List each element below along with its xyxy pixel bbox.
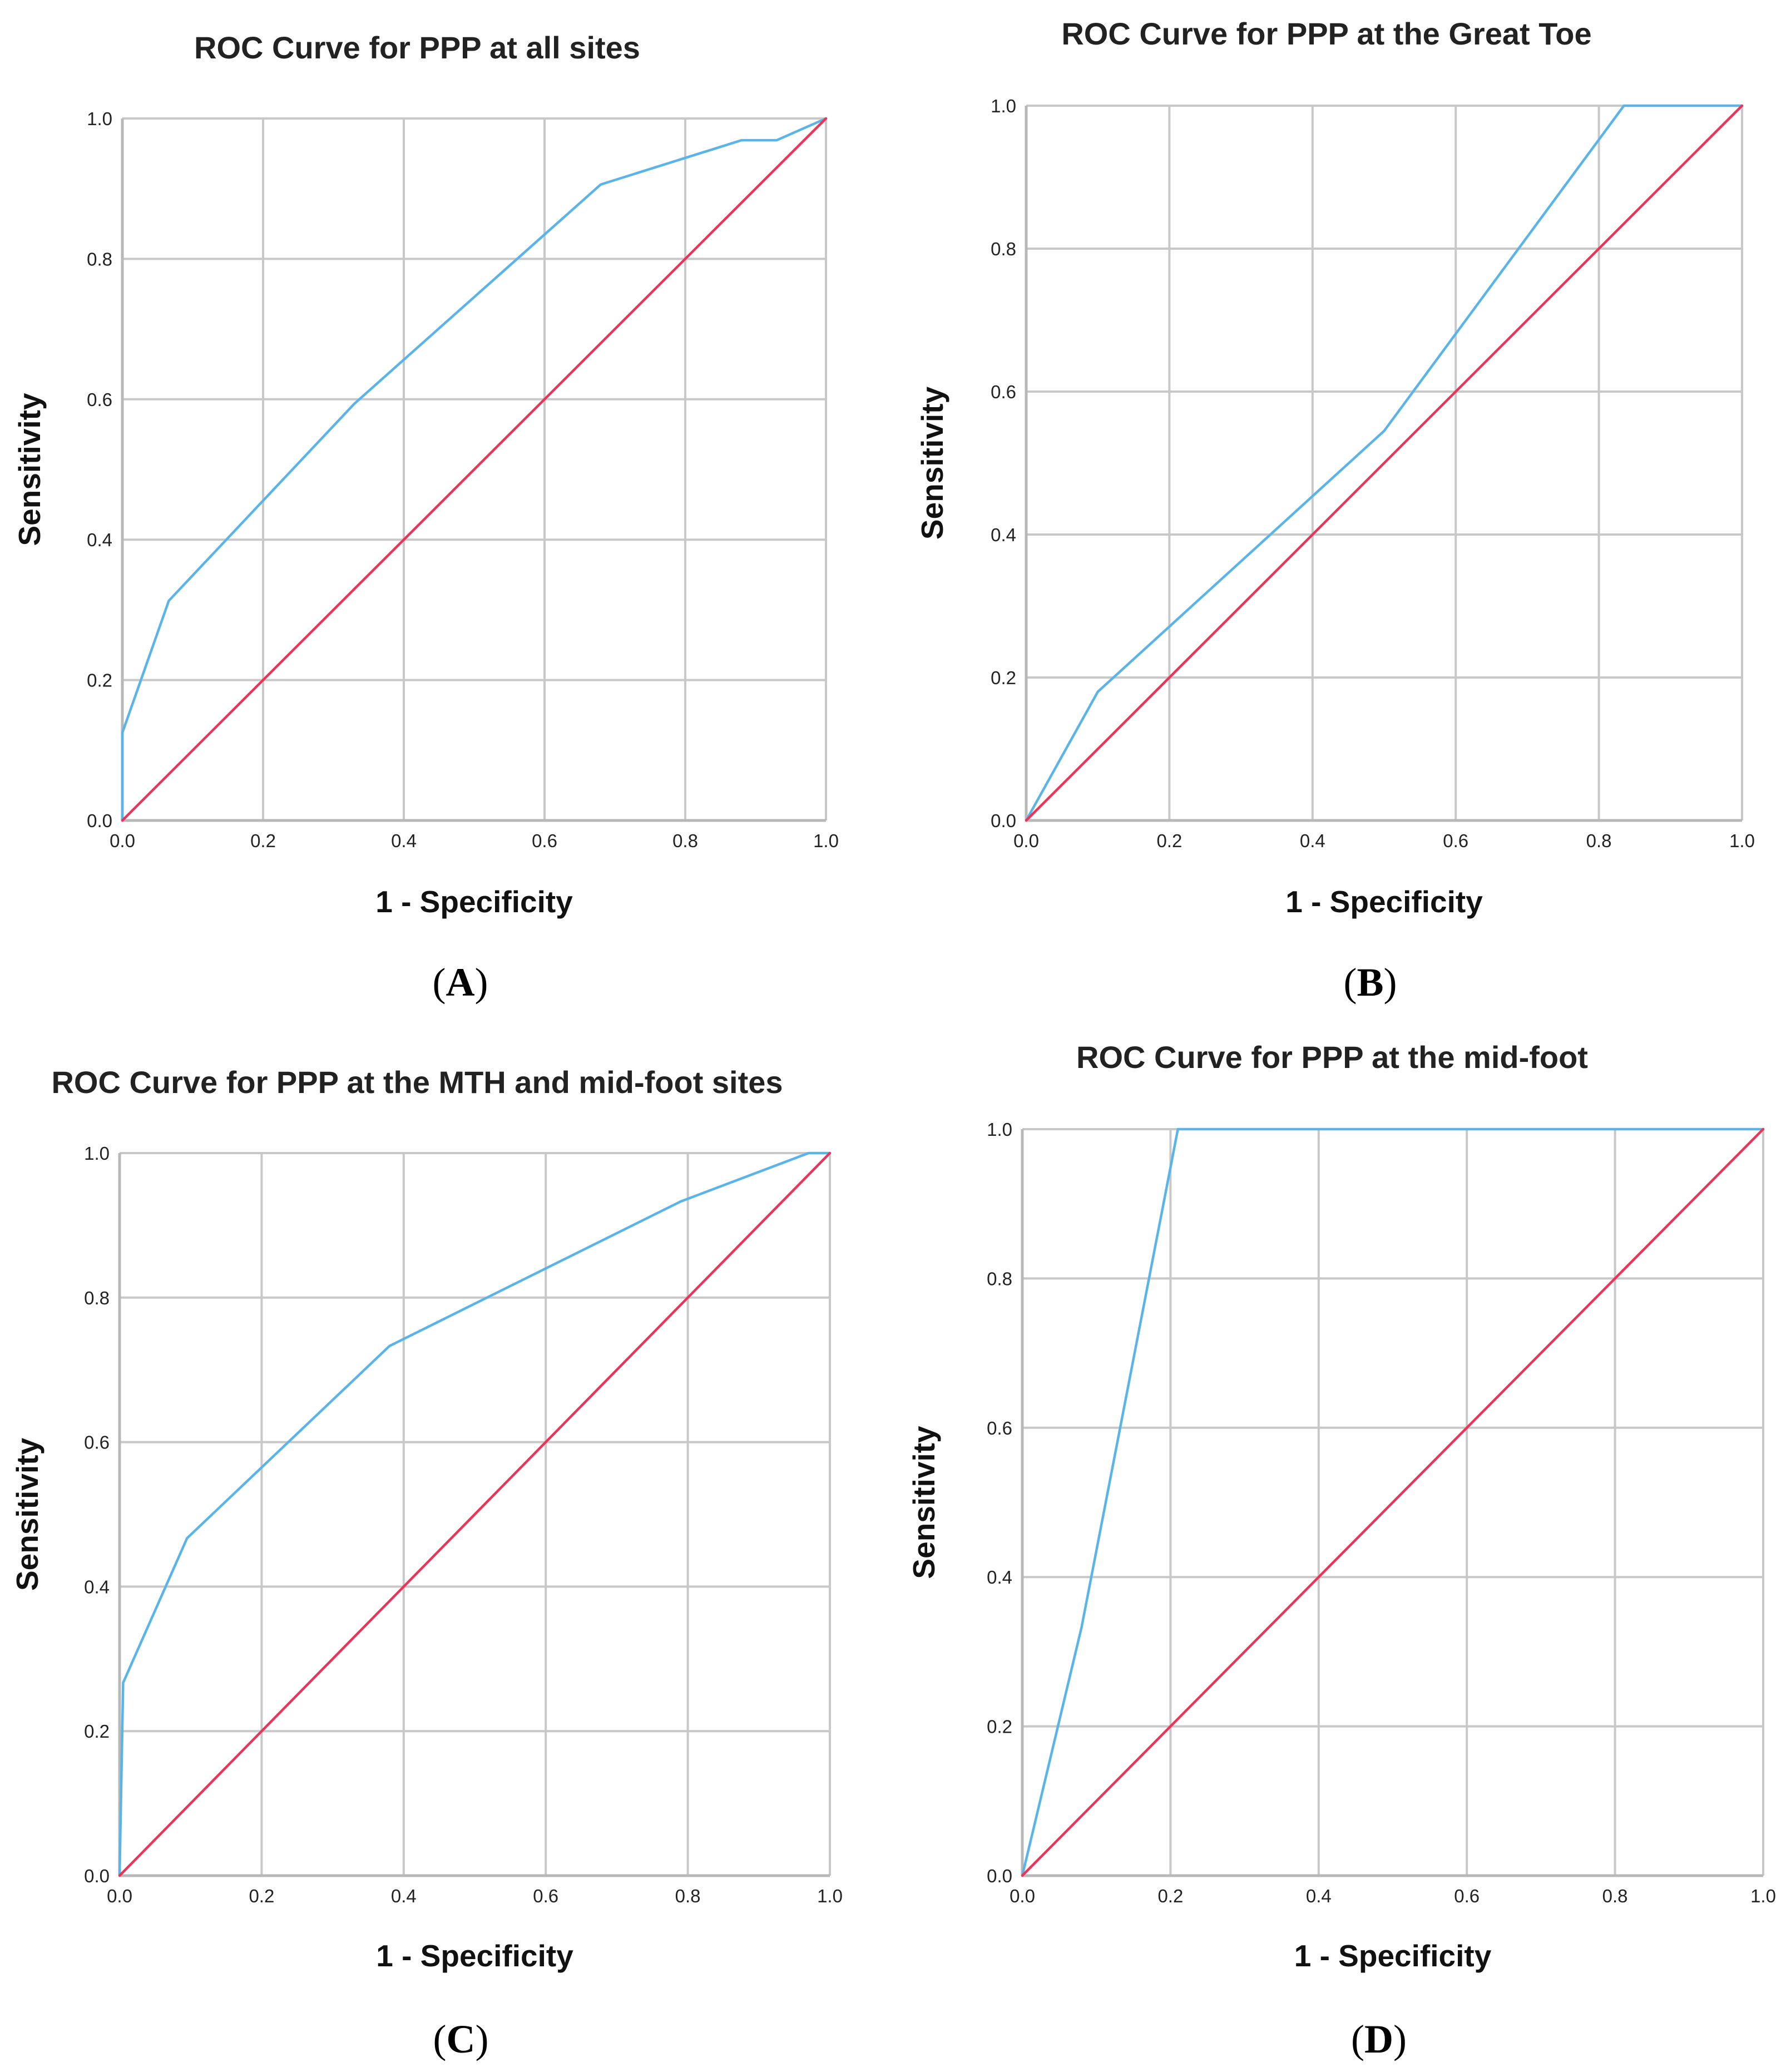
reference-line [1025, 104, 1744, 822]
y-tick-label: 0.2 [84, 1721, 110, 1742]
reference-line [121, 117, 828, 822]
y-tick-label: 0.4 [991, 525, 1016, 545]
chart-panel-d: 0.0 0.2 0.4 0.6 0.8 1.0 0.0 0.2 0.4 0.6 0.8 1.0 ROC … [907, 1040, 1776, 2061]
panel-label: (C) [433, 2017, 489, 2061]
chart-title: ROC Curve for PPP at the mid-foot [1076, 1040, 1588, 1075]
x-tick-label: 0.4 [391, 1886, 417, 1906]
x-tick-label: 0.8 [1602, 1886, 1628, 1906]
panel-label: (D) [1351, 2017, 1407, 2061]
y-tick-label: 0.2 [87, 670, 112, 691]
reference-line [118, 1151, 832, 1877]
x-tick-label: 0.4 [391, 830, 417, 851]
chart-panel-b: 0.0 0.2 0.4 0.6 0.8 1.0 0.0 0.2 0.4 0.6 0.8 1.0 ROC … [915, 16, 1755, 1005]
x-tick-label: 0.8 [675, 1886, 701, 1906]
y-tick-label: 0.6 [987, 1418, 1012, 1438]
y-axis-title: Sensitivity [915, 387, 949, 540]
y-tick-label: 0.8 [84, 1288, 110, 1308]
x-tick-label: 0.0 [1010, 1886, 1035, 1906]
x-tick-label: 0.8 [1586, 830, 1612, 851]
reference-line [1021, 1128, 1765, 1877]
y-tick-label: 0.2 [991, 667, 1016, 688]
chart-title: ROC Curve for PPP at all sites [194, 30, 640, 65]
chart-panel-c: 0.0 0.2 0.4 0.6 0.8 1.0 0.0 0.2 0.4 0.6 0.8 1.0 ROC … [10, 1065, 843, 2061]
x-tick-label: 0.4 [1306, 1886, 1332, 1906]
chart-panel-a: 0.0 0.2 0.4 0.6 0.8 1.0 0.0 0.2 0.4 0.6 0.8 1.0 ROC … [12, 30, 839, 1005]
x-tick-label: 1.0 [1750, 1886, 1776, 1906]
y-axis-title: Sensitivity [907, 1426, 941, 1579]
roc-curve-line [121, 117, 828, 822]
roc-curve-line [1021, 1128, 1765, 1877]
x-tick-label: 1.0 [813, 830, 839, 851]
x-axis-title: 1 - Specificity [375, 884, 573, 919]
panel-label: (A) [433, 960, 488, 1005]
x-tick-label: 0.2 [249, 1886, 274, 1906]
y-axis-title: Sensitivity [12, 393, 47, 546]
panel-label: (B) [1344, 960, 1397, 1005]
x-tick-label: 0.6 [1454, 1886, 1480, 1906]
y-tick-label: 0.0 [87, 810, 112, 831]
chart-title: ROC Curve for PPP at the Great Toe [1061, 16, 1591, 51]
roc-curve-line [1025, 104, 1744, 822]
y-axis-title: Sensitivity [10, 1438, 44, 1591]
y-tick-label: 1.0 [991, 96, 1016, 116]
y-tick-label: 0.8 [987, 1268, 1012, 1289]
x-axis-title: 1 - Specificity [1294, 1939, 1492, 1973]
chart-title: ROC Curve for PPP at the MTH and mid-foo… [51, 1065, 783, 1100]
y-tick-label: 0.0 [987, 1866, 1012, 1886]
y-tick-label: 0.0 [84, 1866, 110, 1886]
x-tick-label: 0.0 [1013, 830, 1039, 851]
y-tick-label: 0.6 [87, 389, 112, 410]
x-tick-label: 1.0 [1729, 830, 1755, 851]
x-tick-label: 1.0 [817, 1886, 843, 1906]
x-tick-label: 0.6 [533, 1886, 558, 1906]
y-tick-label: 0.4 [87, 530, 112, 550]
x-tick-label: 0.2 [1157, 1886, 1183, 1906]
y-tick-label: 0.4 [84, 1576, 110, 1597]
x-tick-label: 0.2 [1156, 830, 1182, 851]
x-tick-label: 0.0 [107, 1886, 132, 1906]
y-tick-label: 0.8 [87, 249, 112, 269]
y-tick-label: 0.6 [84, 1432, 110, 1453]
x-tick-label: 0.6 [532, 830, 557, 851]
y-tick-label: 0.0 [991, 810, 1016, 831]
gridlines [121, 117, 827, 822]
x-tick-label: 0.4 [1300, 830, 1325, 851]
x-axis-title: 1 - Specificity [376, 1939, 573, 1973]
x-tick-label: 0.8 [672, 830, 698, 851]
y-tick-label: 1.0 [84, 1143, 110, 1164]
x-tick-label: 0.6 [1443, 830, 1468, 851]
roc-curve-line [118, 1151, 832, 1877]
y-tick-label: 1.0 [87, 108, 112, 129]
y-tick-label: 1.0 [987, 1119, 1012, 1140]
y-tick-label: 0.6 [991, 382, 1016, 402]
x-tick-label: 0.2 [250, 830, 276, 851]
y-tick-label: 0.2 [987, 1717, 1012, 1737]
y-tick-label: 0.8 [991, 239, 1016, 259]
x-tick-label: 0.0 [110, 830, 135, 851]
y-tick-label: 0.4 [987, 1567, 1012, 1588]
x-axis-title: 1 - Specificity [1285, 884, 1483, 919]
